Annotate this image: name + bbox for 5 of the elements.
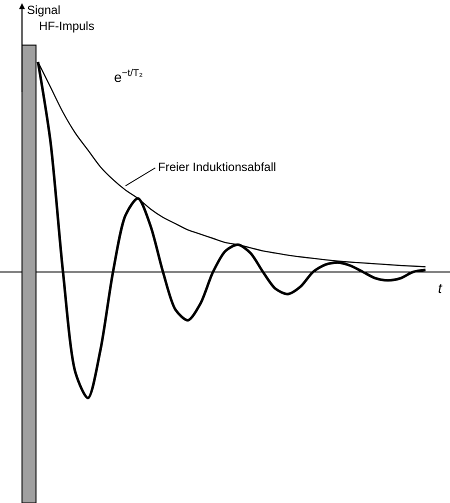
y-axis-title: Signal bbox=[27, 3, 60, 17]
text: HF-Impuls bbox=[39, 19, 94, 33]
annotation: e$^{−t/T₂}$ bbox=[114, 68, 143, 85]
x-axis-title: t bbox=[438, 280, 443, 296]
annotation: Freier Induktionsabfall bbox=[158, 160, 276, 174]
